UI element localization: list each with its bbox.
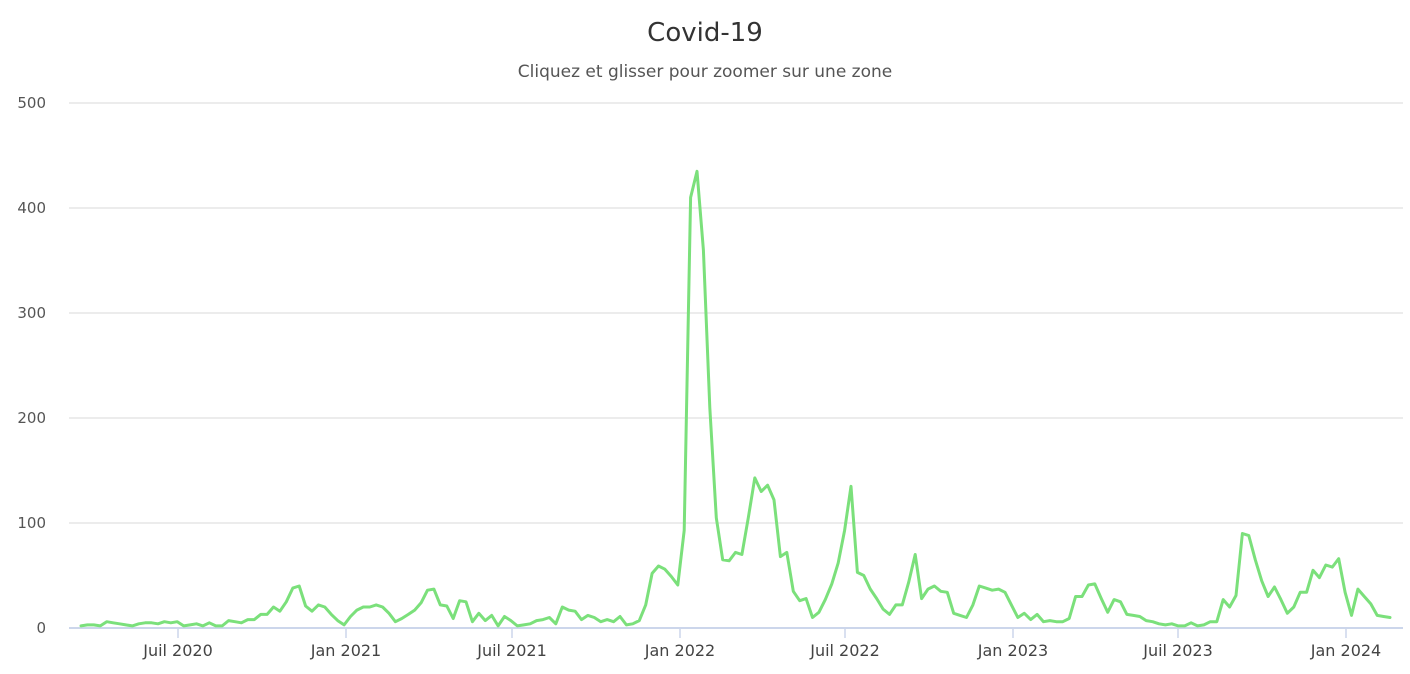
- grid-lines: [69, 102, 1403, 629]
- x-tick-label: Jan 2022: [644, 641, 715, 660]
- y-tick-label: 100: [17, 514, 46, 532]
- y-tick-label: 400: [17, 199, 46, 217]
- x-axis: Juil 2020 Jan 2021 Juil 2021 Jan 2022 Juil 2…: [142, 628, 1381, 660]
- chart-subtitle: Cliquez et glisser pour zoomer sur une z…: [517, 62, 893, 82]
- y-tick-label: 500: [17, 94, 46, 112]
- x-tick-label: Juil 2023: [1142, 641, 1213, 660]
- x-tick-label: Juil 2020: [142, 641, 213, 660]
- y-tick-label: 0: [36, 619, 46, 637]
- y-axis: 0 100 200 300 400 500: [17, 94, 46, 637]
- y-tick-label: 300: [17, 304, 46, 322]
- x-tick-label: Jan 2024: [1310, 641, 1381, 660]
- x-tick-label: Juil 2021: [476, 641, 547, 660]
- chart-title: Covid-19: [647, 18, 763, 48]
- y-tick-label: 200: [17, 409, 46, 427]
- x-tick-label: Jan 2023: [977, 641, 1048, 660]
- series-line[interactable]: [79, 169, 1392, 628]
- x-tick-label: Jan 2021: [310, 641, 381, 660]
- x-tick-label: Juil 2022: [809, 641, 880, 660]
